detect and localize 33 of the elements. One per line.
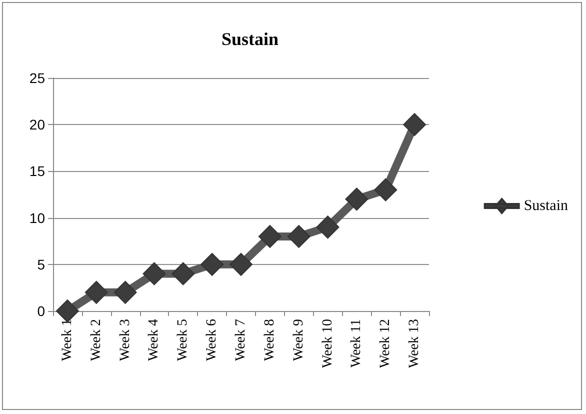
point: [287, 224, 310, 248]
y-tick-label: 25: [29, 70, 46, 86]
chart-title: Sustain: [221, 29, 279, 49]
point: [142, 262, 166, 286]
point: [258, 224, 282, 248]
y-tick-label: 10: [29, 210, 46, 226]
point: [172, 262, 195, 286]
legend-label: Sustain: [524, 198, 568, 214]
y-tick-label: 0: [37, 303, 46, 319]
point: [114, 280, 137, 304]
point: [403, 113, 426, 136]
x-tick-label: Week 12: [378, 319, 394, 368]
x-tick-label: Week 6: [204, 319, 220, 362]
x-tick-label: Week 7: [234, 319, 248, 362]
x-tick-label: Week 2: [88, 319, 104, 362]
y-tick-label: 5: [37, 256, 46, 272]
x-tick-label: Week 9: [291, 319, 306, 362]
y-tick-label: 15: [29, 163, 46, 180]
x-tick-label: Week 4: [146, 319, 162, 362]
x-tick-label: Week 8: [262, 319, 278, 362]
x-tick-label: Week 10: [320, 319, 336, 368]
point: [316, 216, 340, 239]
point: [374, 178, 398, 202]
point: [84, 280, 108, 304]
x-tick-label: Week 13: [407, 319, 422, 368]
point: [345, 188, 368, 211]
point: [230, 252, 252, 276]
point: [200, 252, 224, 276]
x-tick-label: Week 11: [349, 319, 364, 368]
x-tick-label: Week 5: [176, 319, 191, 362]
y-tick-label: 20: [29, 116, 46, 133]
x-tick-label: Week 3: [118, 319, 133, 362]
x-tick-label: Week 1: [60, 319, 75, 362]
